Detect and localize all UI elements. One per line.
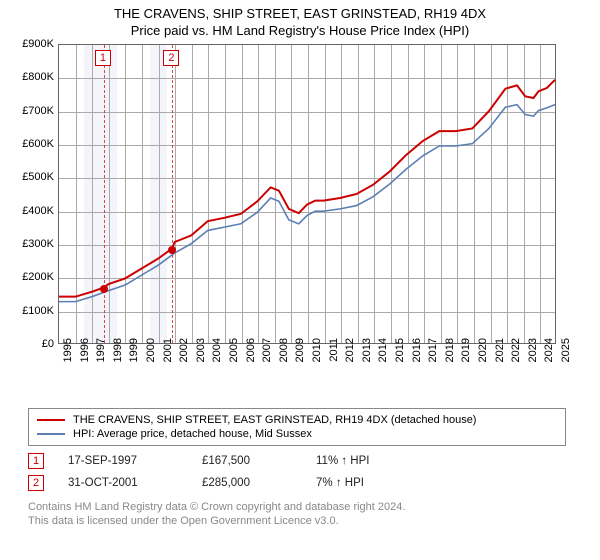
x-axis-label: 2011 [328,338,340,362]
marker-badge: 1 [95,50,111,66]
y-axis-label: £200K [6,271,54,283]
x-axis-label: 2000 [145,338,157,362]
x-axis-label: 2012 [344,338,356,362]
y-axis-label: £900K [6,38,54,50]
x-axis-label: 2014 [377,338,389,362]
x-axis-label: 2024 [543,338,555,362]
y-axis-label: £800K [6,71,54,83]
chart-title-block: THE CRAVENS, SHIP STREET, EAST GRINSTEAD… [0,0,600,38]
x-axis-label: 2017 [427,338,439,362]
marker-badge: 2 [163,50,179,66]
chart: £0 £100K £200K £300K £400K £500K £600K £700K £80… [8,44,566,404]
trans-delta: 7% ↑ HPI [316,477,364,489]
trans-delta: 11% ↑ HPI [316,455,369,467]
x-axis-label: 2005 [228,338,240,362]
x-axis-label: 1999 [128,338,140,362]
x-axis-label: 2001 [162,338,174,362]
y-axis-label: £500K [6,171,54,183]
x-axis-label: 2013 [361,338,373,362]
x-axis-label: 2022 [510,338,522,362]
price-point-dot [168,246,176,254]
x-axis-label: 2002 [178,338,190,362]
x-axis-label: 2009 [294,338,306,362]
x-axis-label: 2003 [195,338,207,362]
price-point-dot [100,285,108,293]
legend: THE CRAVENS, SHIP STREET, EAST GRINSTEAD… [28,408,566,446]
marker-badge: 2 [28,475,44,491]
legend-swatch [37,433,65,435]
table-row: 1 17-SEP-1997 £167,500 11% ↑ HPI [28,450,566,472]
x-axis-label: 1997 [95,338,107,362]
transactions-table: 1 17-SEP-1997 £167,500 11% ↑ HPI 2 31-OC… [28,450,566,494]
x-axis-label: 2006 [245,338,257,362]
plot-area [58,44,556,344]
x-axis-label: 2004 [211,338,223,362]
legend-item: THE CRAVENS, SHIP STREET, EAST GRINSTEAD… [37,413,557,427]
legend-swatch [37,419,65,421]
x-axis-label: 2008 [278,338,290,362]
x-axis-label: 2007 [261,338,273,362]
trans-date: 31-OCT-2001 [68,477,178,489]
x-axis-label: 2019 [460,338,472,362]
trans-price: £285,000 [202,477,292,489]
legend-label: THE CRAVENS, SHIP STREET, EAST GRINSTEAD… [73,414,476,426]
y-axis-label: £400K [6,205,54,217]
x-axis-label: 2021 [494,338,506,362]
title-line-2: Price paid vs. HM Land Registry's House … [0,23,600,38]
legend-item: HPI: Average price, detached house, Mid … [37,427,557,441]
series-price-paid [59,80,555,297]
x-axis-label: 1998 [112,338,124,362]
x-axis-label: 2010 [311,338,323,362]
x-axis-label: 2025 [560,338,572,362]
y-axis-label: £600K [6,138,54,150]
series-hpi [59,105,555,302]
x-axis-label: 2018 [444,338,456,362]
x-axis-label: 1996 [79,338,91,362]
y-axis-label: £0 [6,338,54,350]
trans-price: £167,500 [202,455,292,467]
chart-lines [59,45,555,343]
marker-badge: 1 [28,453,44,469]
x-axis-label: 2015 [394,338,406,362]
x-axis-label: 2023 [527,338,539,362]
trans-date: 17-SEP-1997 [68,455,178,467]
x-axis-label: 2020 [477,338,489,362]
table-row: 2 31-OCT-2001 £285,000 7% ↑ HPI [28,472,566,494]
footer-line-1: Contains HM Land Registry data © Crown c… [28,500,592,514]
footer: Contains HM Land Registry data © Crown c… [28,500,592,529]
legend-label: HPI: Average price, detached house, Mid … [73,428,312,440]
title-line-1: THE CRAVENS, SHIP STREET, EAST GRINSTEAD… [0,6,600,21]
footer-line-2: This data is licensed under the Open Gov… [28,514,592,528]
x-axis-label: 1995 [62,338,74,362]
y-axis-label: £100K [6,305,54,317]
x-axis-label: 2016 [411,338,423,362]
y-axis-label: £700K [6,105,54,117]
y-axis-label: £300K [6,238,54,250]
